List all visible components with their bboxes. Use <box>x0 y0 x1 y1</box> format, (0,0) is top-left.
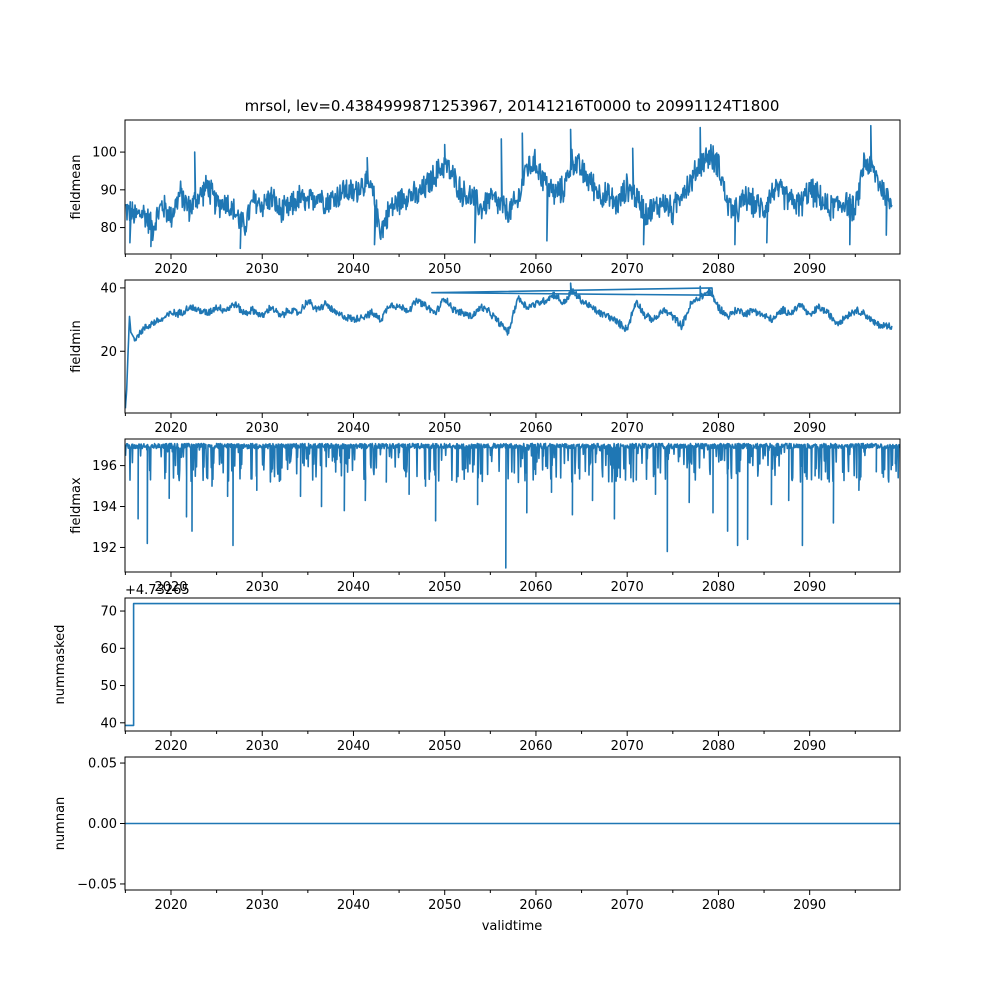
subplot-fieldmean: 2020 2030 2040 2050 2060 2070 2080 2090 80 90 100 f… <box>69 119 901 277</box>
numnan-xtick-label: 2080 <box>702 898 735 913</box>
nummasked-xtick-label: 2030 <box>246 739 279 754</box>
fieldmax-xtick-label: 2020 <box>154 580 187 595</box>
fieldmax-series-line <box>124 442 901 569</box>
fieldmean-ytick-label: 100 <box>92 146 117 161</box>
nummasked-axes-frame <box>124 597 901 732</box>
nummasked-xtick-label: 2050 <box>428 739 461 754</box>
fieldmax-xtick-label: 2080 <box>702 580 735 595</box>
fieldmin-xtick-label: 2020 <box>154 421 187 436</box>
numnan-ytick-label: 0.05 <box>88 757 117 772</box>
nummasked-ytick-label: 70 <box>100 605 117 620</box>
nummasked-ytick-label: 50 <box>100 679 117 694</box>
nummasked-xtick-label: 2080 <box>702 739 735 754</box>
numnan-xtick-label: 2070 <box>611 898 644 913</box>
fieldmin-y-axis-label: fieldmin <box>69 320 84 373</box>
fieldmax-ytick-label: 192 <box>92 541 117 556</box>
numnan-xtick-label: 2060 <box>519 898 552 913</box>
numnan-ytick-label: −0.05 <box>77 877 117 892</box>
fieldmin-xtick-label: 2060 <box>519 421 552 436</box>
subplot-fieldmax: 2020 2030 2040 2050 2060 2070 2080 2090 192 194 19… <box>69 438 901 595</box>
fieldmean-xtick-label: 2070 <box>611 262 644 277</box>
nummasked-xtick-label: 2060 <box>519 739 552 754</box>
fieldmean-xtick-label: 2020 <box>154 262 187 277</box>
nummasked-offset-label: +4.73265 <box>125 583 190 598</box>
fieldmax-xtick-label: 2040 <box>337 580 370 595</box>
x-axis-label: validtime <box>482 919 543 934</box>
fieldmin-xtick-label: 2050 <box>428 421 461 436</box>
numnan-xtick-label: 2030 <box>246 898 279 913</box>
fieldmean-xtick-label: 2040 <box>337 262 370 277</box>
fieldmax-xtick-label: 2090 <box>793 580 826 595</box>
fieldmin-axes-frame <box>124 279 901 414</box>
numnan-y-axis-label: numnan <box>53 797 68 851</box>
fieldmean-xtick-label: 2030 <box>246 262 279 277</box>
nummasked-xtick-label: 2070 <box>611 739 644 754</box>
numnan-xtick-label: 2040 <box>337 898 370 913</box>
fieldmean-xtick-label: 2060 <box>519 262 552 277</box>
subplots: 2020 2030 2040 2050 2060 2070 2080 20908090100f… <box>53 119 901 913</box>
numnan-xtick-label: 2050 <box>428 898 461 913</box>
fieldmax-ytick-label: 196 <box>92 459 117 474</box>
fieldmin-xtick-label: 2090 <box>793 421 826 436</box>
fieldmin-series-line <box>124 282 893 409</box>
fieldmax-y-axis-label: fieldmax <box>69 477 84 534</box>
fieldmean-axes-frame <box>124 119 901 255</box>
fieldmean-xtick-label: 2090 <box>793 262 826 277</box>
subplot-nummasked: 2020 2030 2040 2050 2060 2070 2080 2090 40 50 60 70… <box>53 583 901 754</box>
fieldmin-xtick-label: 2040 <box>337 421 370 436</box>
fieldmean-xtick-label: 2050 <box>428 262 461 277</box>
fieldmean-y-axis-label: fieldmean <box>69 155 84 220</box>
numnan-xtick-label: 2090 <box>793 898 826 913</box>
numnan-xtick-label: 2020 <box>154 898 187 913</box>
fieldmin-xtick-label: 2080 <box>702 421 735 436</box>
fieldmean-series-line <box>124 124 893 250</box>
fieldmean-xtick-label: 2080 <box>702 262 735 277</box>
nummasked-y-axis-label: nummasked <box>53 625 68 705</box>
fieldmin-xtick-label: 2030 <box>246 421 279 436</box>
fieldmin-ytick-label: 20 <box>100 345 117 360</box>
fieldmax-axes-frame <box>124 438 901 573</box>
nummasked-xtick-label: 2020 <box>154 739 187 754</box>
fieldmax-ytick-label: 194 <box>92 500 117 515</box>
nummasked-xtick-label: 2090 <box>793 739 826 754</box>
nummasked-ytick-label: 60 <box>100 642 117 657</box>
fieldmax-xtick-label: 2070 <box>611 580 644 595</box>
numnan-ytick-label: 0.00 <box>88 817 117 832</box>
fieldmean-ytick-label: 80 <box>100 221 117 236</box>
fieldmax-xtick-label: 2060 <box>519 580 552 595</box>
chart-title: mrsol, lev=0.4384999871253967, 20141216T… <box>245 97 780 115</box>
nummasked-series-line <box>125 602 900 727</box>
subplot-numnan: 2020 2030 2040 2050 2060 2070 2080 2090 −0.05 0.0… <box>53 756 901 913</box>
fieldmin-ytick-label: 40 <box>100 281 117 296</box>
fieldmin-xtick-label: 2070 <box>611 421 644 436</box>
nummasked-ytick-label: 40 <box>100 716 117 731</box>
fieldmax-xtick-label: 2050 <box>428 580 461 595</box>
nummasked-xtick-label: 2040 <box>337 739 370 754</box>
fieldmax-xtick-label: 2030 <box>246 580 279 595</box>
fieldmean-ytick-label: 90 <box>100 183 117 198</box>
subplot-fieldmin: 2020 2030 2040 2050 2060 2070 2080 20902040fiel… <box>69 279 901 436</box>
